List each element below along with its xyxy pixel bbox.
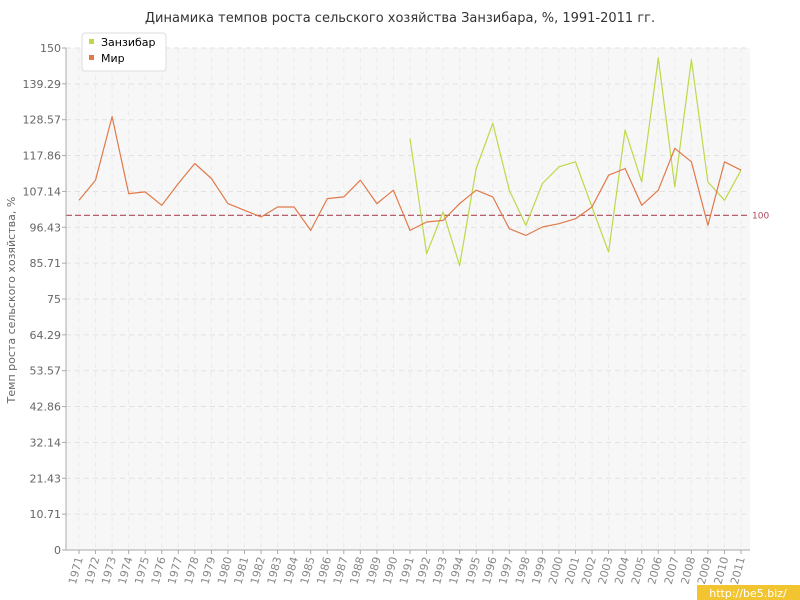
x-tick-label: 2011 bbox=[728, 555, 748, 585]
reference-line-label: 100 bbox=[752, 211, 769, 221]
legend-swatch bbox=[89, 39, 94, 44]
y-tick-label: 64.29 bbox=[30, 329, 62, 342]
grid-lines bbox=[62, 47, 750, 554]
legend: Занзибар Мир bbox=[81, 32, 167, 72]
x-tick-labels: 1971197219731974197519761977197819791980… bbox=[66, 555, 748, 585]
legend-label: Мир bbox=[101, 52, 125, 65]
watermark: http://be5.biz/ bbox=[697, 585, 800, 600]
y-tick-label: 150 bbox=[40, 42, 61, 55]
legend-box bbox=[81, 32, 167, 72]
series-line-world bbox=[78, 116, 742, 236]
series-line-zanzibar bbox=[409, 57, 742, 267]
y-tick-label: 21.43 bbox=[30, 472, 62, 485]
y-tick-label: 75 bbox=[47, 293, 61, 306]
y-tick-label: 85.71 bbox=[30, 257, 62, 270]
y-tick-label: 107.14 bbox=[23, 185, 62, 198]
y-tick-label: 53.57 bbox=[30, 365, 62, 378]
y-tick-label: 139.29 bbox=[23, 78, 62, 91]
legend-swatch bbox=[89, 55, 94, 60]
y-tick-label: 128.57 bbox=[23, 114, 62, 127]
reference-line-group: 100 bbox=[66, 211, 769, 221]
y-tick-label: 32.14 bbox=[30, 436, 62, 449]
y-tick-label: 42.86 bbox=[30, 401, 62, 414]
series-lines bbox=[78, 57, 742, 267]
y-axis-label: Темп роста сельского хозяйства, % bbox=[5, 197, 18, 405]
chart-title: Динамика темпов роста сельского хозяйств… bbox=[145, 11, 655, 26]
y-tick-label: 10.71 bbox=[30, 508, 62, 521]
watermark-bg bbox=[697, 585, 800, 600]
y-tick-label: 117.86 bbox=[23, 150, 62, 163]
y-tick-label: 0 bbox=[54, 544, 61, 557]
y-tick-labels: 0 10.71 21.43 32.14 42.86 53.57 64.29 75 85.71 96… bbox=[23, 42, 62, 557]
watermark-text: http://be5.biz/ bbox=[709, 587, 787, 600]
legend-label: Занзибар bbox=[101, 36, 156, 49]
y-tick-label: 96.43 bbox=[30, 221, 62, 234]
